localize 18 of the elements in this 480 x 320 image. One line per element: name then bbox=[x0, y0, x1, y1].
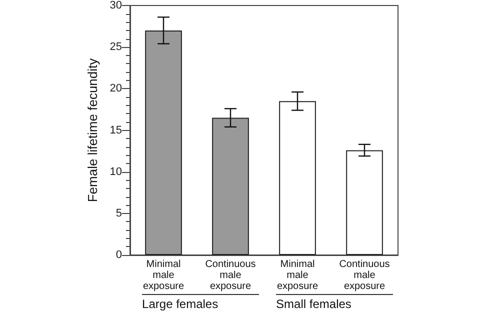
y-tick-label: 0 bbox=[116, 249, 122, 261]
x-tick-label: Continuous male exposure bbox=[339, 259, 390, 292]
text: Large females bbox=[142, 294, 260, 311]
text: Small females bbox=[276, 294, 394, 311]
y-tick-label: 25 bbox=[110, 41, 122, 54]
y-tick-label: 5 bbox=[116, 207, 122, 220]
y-tick-label: 15 bbox=[110, 124, 122, 136]
x-tick-label: Minimal male exposure bbox=[276, 259, 319, 292]
x-tick-label: Minimal male exposure bbox=[142, 259, 185, 292]
y-tick-label: 20 bbox=[110, 82, 122, 95]
y-tick-label: 30 bbox=[110, 0, 122, 12]
x-tick-label: Continuous male exposure bbox=[205, 259, 256, 292]
bar bbox=[145, 30, 182, 255]
y-axis-title: Female lifetime fecundity bbox=[84, 58, 100, 202]
bar bbox=[279, 101, 316, 255]
bar bbox=[346, 150, 383, 255]
y-tick-label: 10 bbox=[110, 166, 122, 178]
bar bbox=[212, 118, 249, 255]
